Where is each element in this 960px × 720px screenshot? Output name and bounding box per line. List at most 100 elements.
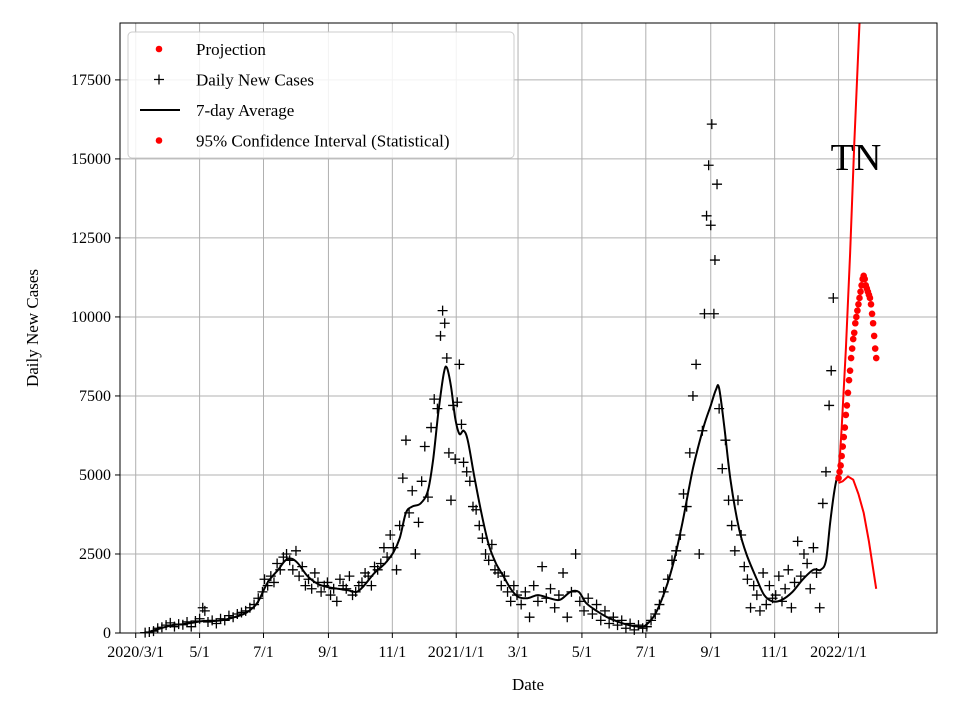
daily-case-marker [745, 602, 756, 613]
projection-point [869, 319, 877, 327]
projection-point [838, 452, 845, 460]
daily-case-marker [443, 447, 454, 458]
daily-case-marker [456, 419, 467, 430]
daily-case-marker [331, 596, 342, 607]
daily-case-marker [287, 564, 298, 575]
daily-case-marker [641, 621, 652, 632]
daily-case-marker [811, 567, 822, 578]
daily-case-marker [742, 574, 753, 585]
legend-plus-marker [154, 74, 164, 85]
daily-case-marker [720, 435, 731, 446]
daily-case-marker [223, 610, 234, 621]
x-tick-label: 2021/1/1 [428, 644, 485, 661]
daily-case-marker [502, 586, 513, 597]
projection-point [837, 462, 844, 469]
daily-case-marker [505, 596, 516, 607]
daily-case-marker [306, 583, 317, 594]
daily-case-marker [595, 615, 606, 626]
daily-case-marker [372, 564, 383, 575]
daily-case-marker [253, 593, 264, 604]
daily-case-marker [820, 466, 831, 477]
daily-case-marker [714, 403, 725, 414]
daily-case-marker [458, 457, 469, 468]
daily-case-marker [259, 574, 270, 585]
daily-case-marker [783, 564, 794, 575]
daily-case-marker [537, 561, 548, 572]
daily-case-marker [805, 583, 816, 594]
daily-case-marker [496, 580, 507, 591]
y-tick-label: 7500 [79, 388, 111, 405]
projection-point [835, 474, 842, 482]
projection-point [866, 294, 874, 302]
daily-case-marker [726, 520, 737, 531]
projection-point [848, 345, 856, 352]
daily-case-marker [385, 530, 396, 541]
daily-case-marker [297, 561, 308, 572]
daily-case-marker [356, 577, 367, 588]
daily-case-marker [410, 548, 421, 559]
daily-case-marker [232, 609, 243, 620]
daily-case-marker [717, 463, 728, 474]
daily-case-marker [681, 501, 692, 512]
daily-case-marker [435, 330, 446, 341]
daily-case-marker [366, 580, 377, 591]
daily-case-marker [404, 507, 415, 518]
daily-case-marker [802, 558, 813, 569]
projection-point [844, 389, 852, 397]
daily-case-marker [591, 599, 602, 610]
daily-case-marker [464, 476, 475, 487]
daily-case-marker [394, 520, 405, 531]
daily-case-marker [748, 580, 759, 591]
daily-case-marker [675, 530, 686, 541]
daily-case-marker [257, 586, 268, 597]
daily-case-marker [215, 613, 226, 624]
daily-case-marker [182, 616, 193, 627]
projection-point [850, 329, 858, 337]
daily-case-marker [474, 520, 485, 531]
x-tick-label: 9/1 [701, 644, 721, 661]
projection-point [868, 310, 876, 318]
daily-case-marker [739, 561, 750, 572]
projection-point [840, 433, 848, 441]
daily-case-marker [732, 495, 743, 506]
daily-case-marker [236, 607, 247, 618]
daily-case-marker [776, 596, 787, 607]
daily-case-marker [363, 571, 374, 582]
daily-case-marker [511, 590, 522, 601]
daily-case-marker [439, 318, 450, 329]
y-axis-ticks: 0 2500 5000 7500 10000 12500 15000 17500 [71, 72, 120, 642]
daily-case-marker [697, 425, 708, 436]
projection-point [854, 307, 861, 314]
daily-case-marker [694, 548, 705, 559]
daily-case-marker [432, 403, 443, 414]
daily-case-marker [391, 564, 402, 575]
x-tick-label: 11/1 [378, 644, 406, 661]
daily-case-marker [152, 623, 163, 634]
x-tick-label: 3/1 [508, 644, 528, 661]
projection-point [867, 300, 875, 308]
daily-case-marker [161, 620, 172, 631]
x-tick-label: 5/1 [189, 644, 209, 661]
daily-case-marker [450, 454, 461, 465]
daily-case-marker [322, 577, 333, 588]
projection-point [839, 443, 847, 450]
daily-case-marker [445, 495, 456, 506]
projection-point [843, 402, 851, 409]
daily-case-marker [754, 605, 765, 616]
legend-label: 95% Confidence Interval (Statistical) [196, 132, 450, 151]
daily-case-marker [751, 590, 762, 601]
projection-point [872, 354, 880, 362]
daily-case-marker [616, 615, 627, 626]
daily-case-marker [316, 586, 327, 597]
projection-point [841, 424, 849, 431]
daily-case-marker [758, 567, 769, 578]
daily-case-marker [828, 292, 839, 303]
daily-case-marker [211, 618, 222, 629]
daily-case-marker [461, 466, 472, 477]
daily-case-marker [570, 548, 581, 559]
daily-case-marker [520, 586, 531, 597]
daily-case-marker [334, 574, 345, 585]
daily-case-marker [789, 577, 800, 588]
daily-case-marker [553, 590, 564, 601]
